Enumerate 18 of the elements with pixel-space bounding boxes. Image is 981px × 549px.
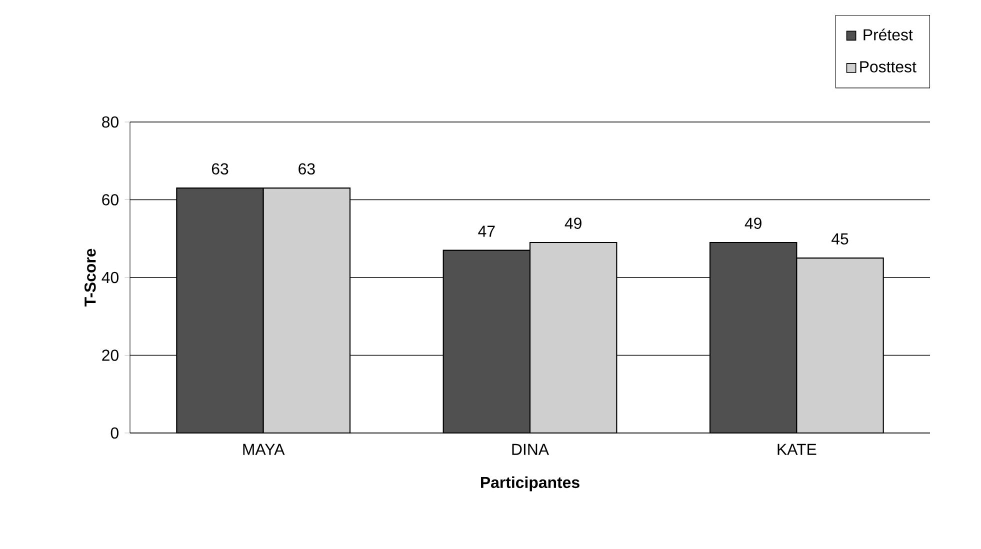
legend-label: Prétest <box>864 28 913 40</box>
y-tick-label: 60 <box>102 194 118 206</box>
x-tick-label: KATE <box>778 444 816 455</box>
data-label: 63 <box>212 163 228 175</box>
data-label: 63 <box>298 163 315 175</box>
legend-label: Posttest <box>860 61 916 72</box>
data-label: 45 <box>832 233 848 245</box>
y-tick-label: 40 <box>102 272 118 284</box>
y-tick-label: 20 <box>102 350 118 361</box>
x-axis-title: Participantes <box>481 476 580 492</box>
y-tick-label: 80 <box>102 116 118 128</box>
y-axis-title: T-Score <box>84 248 96 307</box>
x-tick-label: DINA <box>512 444 550 455</box>
y-tick-label: 0 <box>110 427 118 439</box>
data-label: 49 <box>564 218 582 229</box>
data-label: 49 <box>744 218 762 229</box>
data-label: 47 <box>478 226 495 237</box>
x-tick-label: MAYA <box>243 444 285 455</box>
